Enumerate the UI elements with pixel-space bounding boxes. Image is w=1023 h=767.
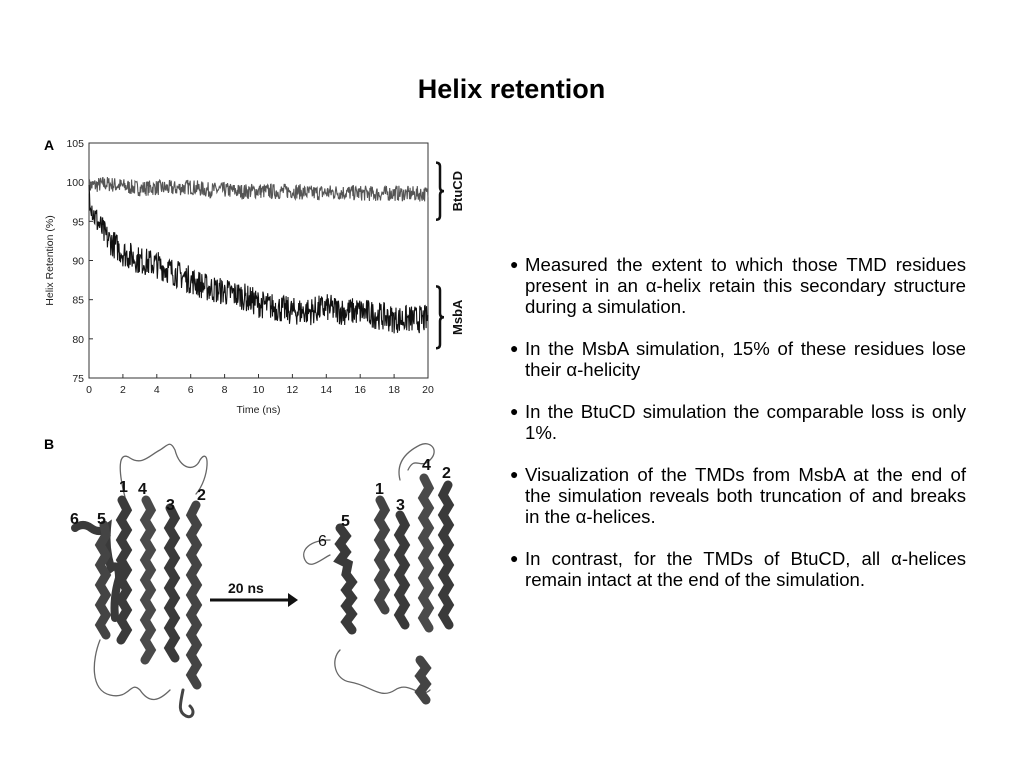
bullet-dot-icon: ● <box>510 550 519 566</box>
loop-left-right <box>303 539 331 565</box>
helix-label: 3 <box>396 497 405 514</box>
panel-b-letter: B <box>44 436 54 452</box>
helix-labels-before: 1 4 3 2 6 5 <box>70 479 206 528</box>
x-tick-label: 14 <box>320 384 332 396</box>
loop-bottom-left <box>93 639 171 701</box>
bullet-item: ● In contrast, for the TMDs of BtuCD, all… <box>510 548 966 590</box>
bullet-dot-icon: ● <box>510 403 519 419</box>
helix-3-after <box>393 510 411 630</box>
arrow-head-icon <box>288 593 298 607</box>
helix-label: 2 <box>197 487 206 504</box>
helix-label: 4 <box>422 457 431 474</box>
bullet-item: ● In the BtuCD simulation the comparable … <box>510 401 966 443</box>
y-tick-label: 95 <box>72 216 84 228</box>
bullet-text: Visualization of the TMDs from MsbA at t… <box>525 464 966 527</box>
bullet-dot-icon: ● <box>510 340 519 356</box>
x-axis-label: Time (ns) <box>237 404 281 416</box>
arrow-label: 20 ns <box>228 580 264 596</box>
bullet-text: In the BtuCD simulation the comparable l… <box>525 401 966 443</box>
y-tick-label: 85 <box>72 295 84 307</box>
helix-2-after <box>437 480 455 630</box>
x-tick-label: 10 <box>253 384 265 396</box>
bullet-item: ● In the MsbA simulation, 15% of these re… <box>510 338 966 380</box>
series-label-msba: MsbA <box>450 299 465 335</box>
x-tick-label: 6 <box>188 384 194 396</box>
line-chart: 0 2 4 6 8 10 12 14 16 18 20 75 80 85 90 95 100 105 Time (n… <box>44 138 465 416</box>
helix-label: 3 <box>166 497 175 514</box>
series-line-msba <box>88 184 429 334</box>
helix-label: 6 <box>70 511 79 528</box>
helix-1-before <box>115 495 133 645</box>
y-axis-label: Helix Retention (%) <box>44 215 56 305</box>
bullet-text: Measured the extent to which those TMD r… <box>525 254 966 317</box>
helix-label: 2 <box>442 465 451 482</box>
y-tick-label: 80 <box>72 334 84 346</box>
helix-label: 1 <box>375 481 384 498</box>
helix-5-after <box>333 523 358 635</box>
panel-a-letter: A <box>44 137 54 153</box>
helix-label: 5 <box>97 511 106 528</box>
helix-4-before <box>139 495 157 665</box>
bullet-text: In contrast, for the TMDs of BtuCD, all … <box>525 548 966 590</box>
helix-2-before <box>185 500 203 690</box>
bullet-dot-icon: ● <box>510 256 519 272</box>
y-tick-label: 100 <box>66 177 84 189</box>
brace-btucd <box>435 161 445 222</box>
loop-top-left <box>119 443 208 498</box>
loop-bottom-right <box>334 649 431 695</box>
helix-5-before <box>94 520 112 640</box>
helix-label: 1 <box>119 479 128 496</box>
bullet-text: In the MsbA simulation, 15% of these res… <box>525 338 966 380</box>
bullet-list: ● Measured the extent to which those TMD … <box>510 254 966 611</box>
helix-fragment-after <box>414 655 432 705</box>
helix-label: 4 <box>138 481 147 498</box>
structure-after <box>303 443 455 705</box>
x-tick-label: 4 <box>154 384 160 396</box>
bullet-item: ● Measured the extent to which those TMD … <box>510 254 966 317</box>
x-tick-label: 20 <box>422 384 434 396</box>
x-tick-label: 8 <box>222 384 228 396</box>
series-line-btucd <box>88 177 429 202</box>
x-tick-label: 12 <box>287 384 299 396</box>
helix-label: 5 <box>341 513 350 530</box>
loop-top-right <box>398 443 435 481</box>
time-arrow: 20 ns <box>210 580 298 607</box>
slide-title: Helix retention <box>417 74 606 104</box>
bullet-item: ● Visualization of the TMDs from MsbA at … <box>510 464 966 527</box>
helix-labels-after: 1 3 4 2 5 6 <box>318 457 451 550</box>
y-tick-label: 105 <box>66 138 84 150</box>
helix-1-after <box>373 495 391 615</box>
x-tick-label: 18 <box>388 384 400 396</box>
x-tick-label: 2 <box>120 384 126 396</box>
helix-label: 6 <box>318 533 327 550</box>
structure-before <box>71 443 208 719</box>
brace-msba <box>435 285 445 350</box>
bullet-dot-icon: ● <box>510 466 519 482</box>
y-tick-label: 75 <box>72 373 84 385</box>
series-label-btucd: BtuCD <box>450 171 465 211</box>
y-tick-label: 90 <box>72 256 84 268</box>
helix-4-after <box>417 473 435 633</box>
x-tick-label: 16 <box>354 384 366 396</box>
helix-3-before <box>163 503 181 663</box>
loop-right-tail <box>178 688 195 719</box>
x-tick-label: 0 <box>86 384 92 396</box>
